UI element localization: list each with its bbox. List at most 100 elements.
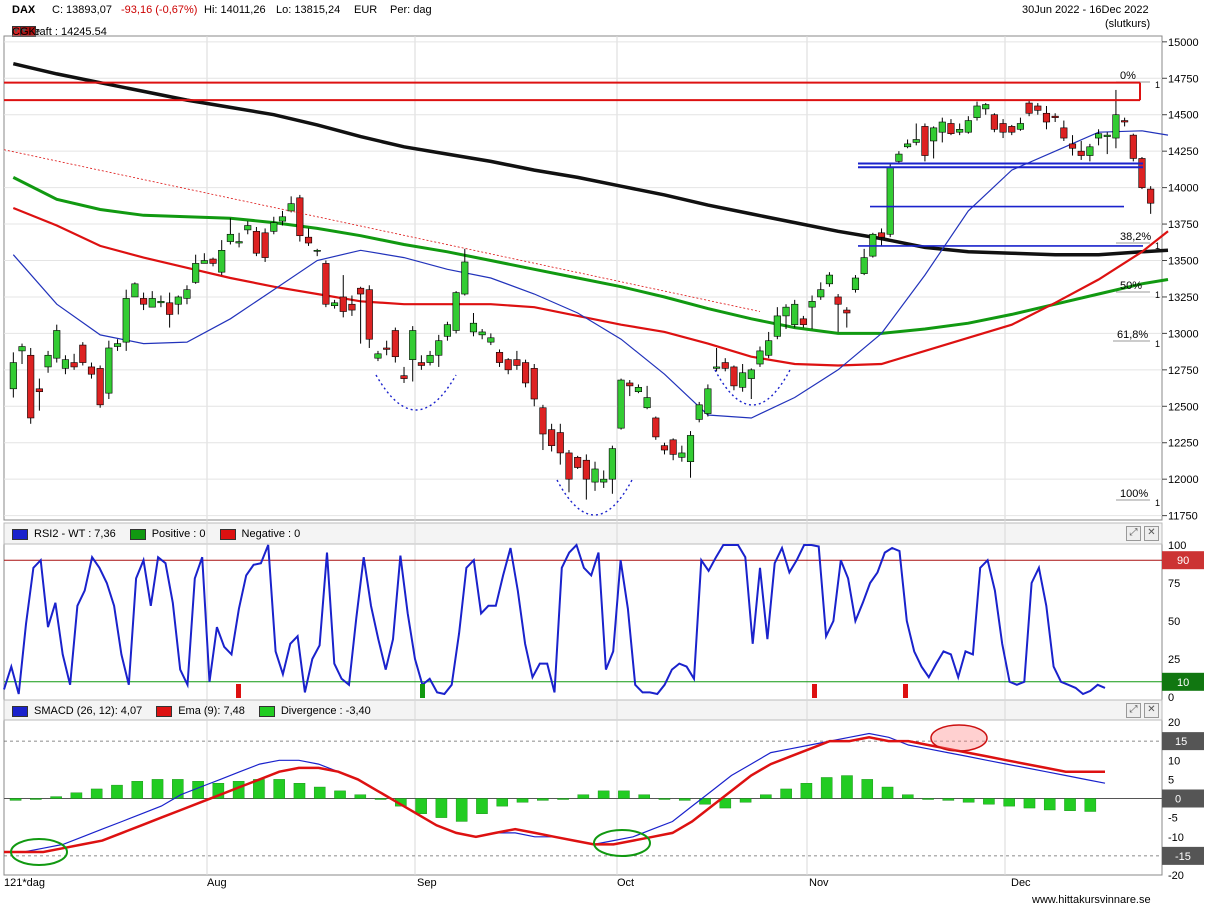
candle-body (904, 143, 912, 148)
candle-body (730, 366, 738, 387)
macd-legend: SMACD (26, 12): 4,07 Ema (9): 7,48 Diver… (12, 704, 371, 718)
divergence-bar (780, 788, 792, 799)
candle-body (721, 362, 729, 369)
site-credit: www.hittakursvinnare.se (1032, 894, 1151, 906)
divergence-bar (516, 798, 529, 803)
candle-body (860, 257, 868, 274)
macd-level-tag-label: 15 (1175, 736, 1187, 748)
candle-body (1095, 133, 1103, 139)
candle-body (35, 388, 43, 393)
candle-body (591, 468, 599, 483)
candle-body (643, 397, 651, 409)
legend-gkraft-label: GKraft : 14245.54 (20, 26, 107, 38)
divergence-bar (719, 798, 732, 809)
close-icon[interactable]: ✕ (1144, 526, 1159, 541)
zoom-icon[interactable]: ⤢ (1126, 526, 1141, 541)
rsi-signal-bar (236, 684, 241, 698)
divergence-bar (212, 783, 225, 799)
price-axis: 11750 12000 12250 12500 12750 13000 13250 13500… (1162, 37, 1199, 523)
candle-body (1129, 134, 1137, 159)
macd-swatch (12, 705, 28, 717)
candle-body (200, 260, 208, 264)
candle-body (713, 366, 721, 369)
divergence-bar (861, 779, 874, 799)
fib-marker: 1 (1155, 339, 1160, 349)
divergence-bar (983, 798, 995, 805)
candle-body (148, 298, 156, 308)
macd-level-tag-label: -15 (1175, 851, 1191, 863)
ema-swatch (156, 705, 173, 717)
candle-body (96, 368, 104, 406)
rsi-swatch (12, 528, 28, 540)
divergence-bar (293, 783, 306, 799)
divergence-bar (618, 790, 630, 799)
month-label-oct: Oct (617, 877, 635, 889)
divergence-bar (9, 798, 22, 801)
chevron-down-icon[interactable]: ▾ (22, 26, 27, 35)
candle-body (1147, 188, 1155, 204)
candle-body (218, 250, 226, 273)
candle-body (322, 263, 330, 305)
fib-label: 0% (1120, 70, 1136, 82)
divergence-bar (354, 794, 367, 799)
divergence-bar (678, 798, 691, 801)
month-label-nov: Nov (809, 877, 829, 889)
candles (9, 89, 1155, 500)
candle-body (53, 330, 61, 359)
candle-body (634, 387, 642, 393)
currency-label: EUR (354, 4, 378, 16)
candle-body (391, 330, 399, 358)
rsi-chart: 0 25 50 75 100 90 10 (3, 540, 1204, 704)
candle-body (244, 225, 252, 231)
candle-body (183, 289, 191, 299)
candle-body (556, 432, 564, 454)
price-tick-label: 13000 (1168, 328, 1199, 340)
candle-body (999, 123, 1007, 133)
candle-body (947, 123, 955, 134)
divergence-bar (1023, 798, 1036, 809)
rsi-tick-label: 50 (1168, 616, 1180, 628)
candle-body (1068, 143, 1077, 149)
moving-averages (12, 61, 1169, 419)
rsi-positive: Positive : 0 (151, 528, 206, 540)
candle-body (174, 296, 182, 305)
rsi-signal-bar (420, 684, 425, 698)
trend-line (3, 149, 761, 312)
candle-body (669, 439, 677, 455)
candle-body (70, 362, 78, 368)
ema-line (4, 736, 1105, 854)
candle-body (582, 459, 590, 480)
candle-body (105, 347, 113, 394)
candle-body (565, 452, 573, 480)
candle-body (548, 429, 556, 446)
candle-body (600, 478, 608, 483)
macd-level-tag-label: 0 (1175, 794, 1181, 806)
negative-swatch (219, 528, 236, 540)
close-icon[interactable]: ✕ (1144, 703, 1159, 718)
price-tick-label: 11750 (1168, 511, 1198, 523)
candle-body (374, 353, 382, 359)
moving-average-line (12, 61, 1169, 257)
candle-body (1086, 146, 1094, 156)
candle-body (87, 366, 96, 375)
candle-body (964, 120, 972, 133)
rsi-tick-label: 75 (1168, 578, 1180, 590)
candle-body (652, 417, 660, 438)
candle-body (365, 289, 373, 340)
macd-tick-label: 10 (1168, 755, 1180, 767)
chevron-down-icon[interactable]: ▾ (14, 26, 19, 35)
candle-body (973, 105, 981, 118)
macd-legend-bar (3, 699, 1163, 721)
divergence-bar (922, 798, 934, 800)
candle-body (1051, 115, 1059, 118)
zoom-icon[interactable]: ⤢ (1126, 703, 1141, 718)
candle-body (617, 379, 625, 429)
candle-body (270, 222, 278, 232)
divergence-bar (131, 781, 144, 799)
candle-body (1060, 127, 1068, 139)
fib-label: 61,8% (1117, 329, 1148, 341)
divergence-bar (455, 798, 468, 822)
candle-body (140, 298, 148, 305)
rsi-legend-bar (3, 522, 1163, 545)
